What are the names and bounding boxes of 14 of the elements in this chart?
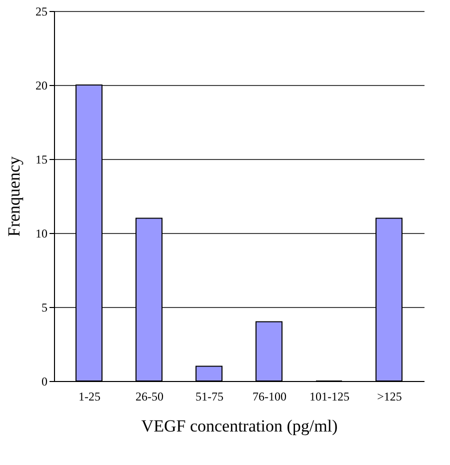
y-tick-label: 20 bbox=[36, 78, 48, 92]
x-tick-label: 26-50 bbox=[136, 390, 164, 404]
x-tick-label: 101-125 bbox=[310, 390, 350, 404]
y-tick-label: 15 bbox=[36, 152, 48, 166]
y-tick-label: 25 bbox=[36, 4, 48, 18]
x-tick-label: 51-75 bbox=[196, 390, 224, 404]
y-axis-title: Frenquency bbox=[4, 156, 24, 237]
x-axis-title: VEGF concentration (pg/ml) bbox=[141, 416, 338, 436]
y-tick-label: 5 bbox=[42, 300, 48, 314]
y-tick-label: 0 bbox=[42, 374, 48, 388]
x-tick-label: >125 bbox=[377, 390, 402, 404]
x-tick-label: 76-100 bbox=[252, 390, 286, 404]
x-tick-label: 1-25 bbox=[78, 390, 100, 404]
y-tick-label: 10 bbox=[36, 226, 48, 240]
